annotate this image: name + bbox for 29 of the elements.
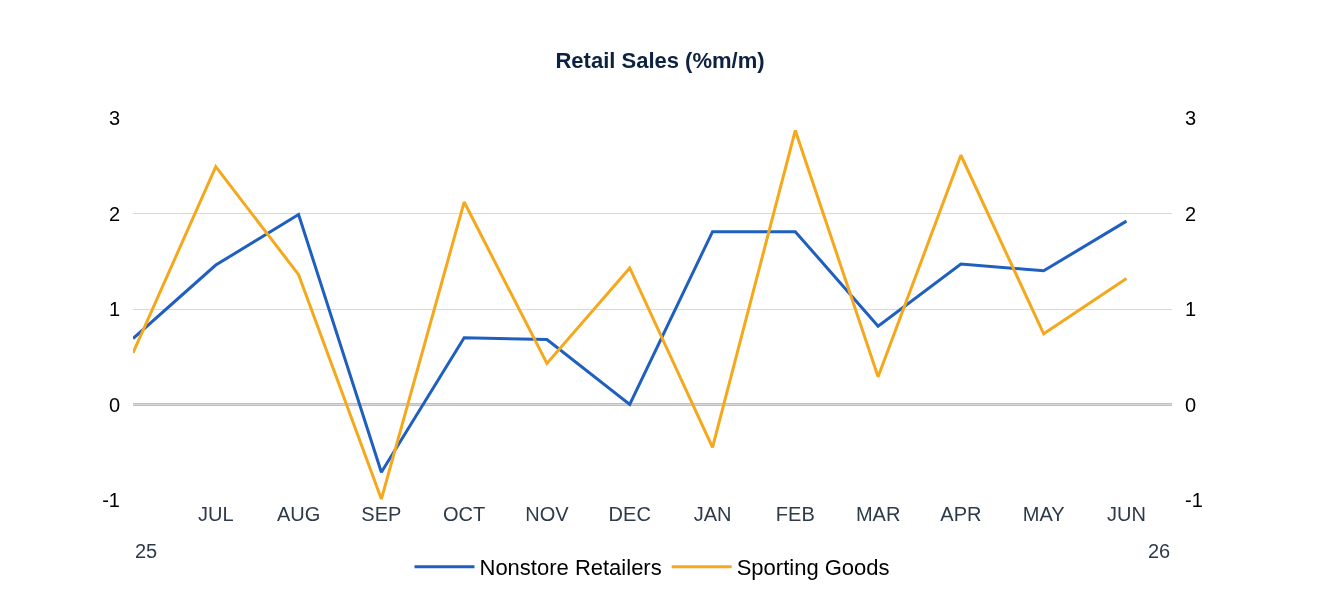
text: 26 [1148,540,1171,562]
x-tick-label: SEP [361,503,402,525]
y-tick-label: -1 [102,489,120,511]
y-tick-label: 0 [108,393,120,416]
text: 25 [135,540,158,562]
line-series [133,128,1128,500]
x-tick-label: FEB [775,503,815,525]
line-series [133,212,1128,474]
x-tick-label: DEC [608,503,651,525]
x-tick-label: OCT [443,503,486,525]
y2-tick-label: -1 [1185,489,1203,511]
x-tick-label: JUL [198,503,234,525]
y2-tick-label: 1 [1185,298,1197,320]
x-tick-label: MAR [855,503,901,525]
y2-tick-label: 0 [1185,393,1197,416]
y2-tick-label: 2 [1185,202,1197,225]
y2-tick-label: 3 [1185,107,1197,129]
x-tick-label: JAN [693,503,732,525]
x-tick-label: APR [940,503,982,525]
legend-label: Nonstore Retailers [479,555,662,581]
x-tick-label: JUN [1107,503,1146,525]
y-tick-label: 2 [108,202,120,225]
y-tick-label: 3 [108,107,120,129]
x-tick-label: AUG [276,503,321,525]
x-tick-label: MAY [1022,503,1065,525]
x-tick-label: NOV [525,503,570,525]
legend-label: Sporting Goods [736,555,890,581]
chart-title: Retail Sales (%m/m) [555,47,765,73]
y-tick-label: 1 [108,298,120,320]
